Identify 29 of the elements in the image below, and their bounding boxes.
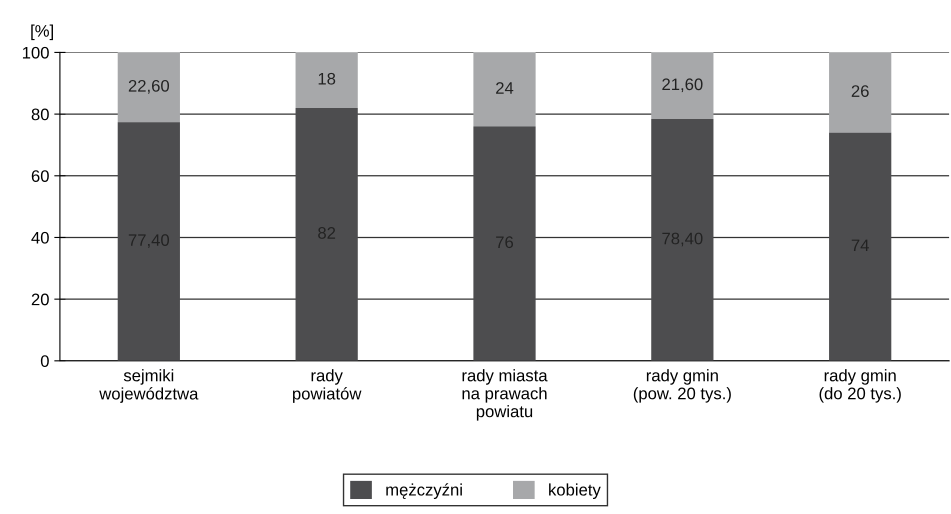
data-label: 18 xyxy=(318,72,336,85)
x-tick-label: sejmiki województwa xyxy=(99,369,198,403)
data-label: 24 xyxy=(496,82,514,94)
y-axis-title: [%] xyxy=(31,24,53,40)
bar xyxy=(118,122,180,361)
bar xyxy=(829,132,892,361)
y-tick-label: 0 xyxy=(40,355,49,368)
bar xyxy=(118,52,180,122)
data-label: 26 xyxy=(852,85,869,97)
y-tick-label: 80 xyxy=(32,108,49,120)
legend-label: kobiety xyxy=(549,483,601,499)
x-tick-label: rady gmin (do 20 tys.) xyxy=(820,369,901,403)
y-tick-label: 20 xyxy=(32,294,49,306)
data-label: 21,60 xyxy=(662,78,703,92)
y-tick-label: 60 xyxy=(32,170,49,182)
legend-label: mężczyźni xyxy=(386,483,462,499)
bar xyxy=(296,108,358,361)
x-tick-label: rady miasta na prawach powiatu xyxy=(462,369,548,421)
bar xyxy=(296,52,358,108)
bar xyxy=(473,52,536,126)
bar xyxy=(829,52,892,133)
bar xyxy=(651,119,714,361)
y-tick-label: 40 xyxy=(31,232,49,244)
data-label: 22,60 xyxy=(128,80,170,94)
x-tick-label: rady gmin (pow. 20 tys.) xyxy=(634,369,731,403)
bar xyxy=(651,52,714,120)
y-tick-label: 100 xyxy=(22,46,49,59)
x-tick-label: rady powiatów xyxy=(293,369,362,403)
bar xyxy=(473,126,536,361)
